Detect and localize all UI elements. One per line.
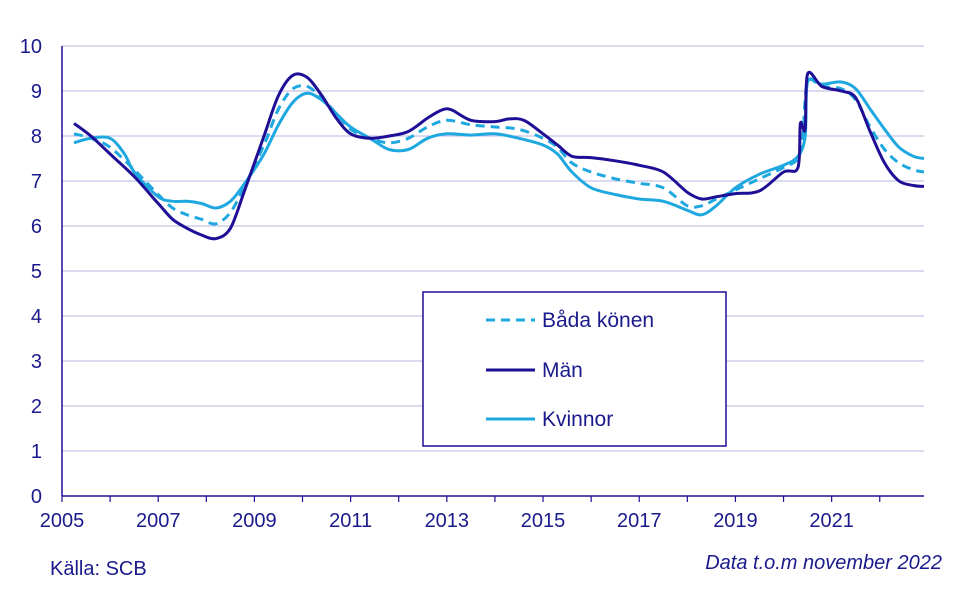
y-tick-label: 3 bbox=[31, 351, 42, 373]
x-tick-label: 2017 bbox=[617, 510, 662, 532]
series-line-2 bbox=[73, 77, 925, 217]
y-tick-label: 5 bbox=[31, 261, 42, 283]
gridlines bbox=[62, 45, 924, 452]
series-lines bbox=[73, 70, 925, 241]
y-tick-label: 9 bbox=[31, 81, 42, 103]
x-tick-label: 2007 bbox=[136, 510, 181, 532]
y-tick-label: 10 bbox=[20, 36, 42, 58]
data-note: Data t.o.m november 2022 bbox=[705, 552, 942, 574]
series-line-0 bbox=[73, 77, 925, 226]
x-tick-label: 2019 bbox=[713, 510, 758, 532]
x-tick-label: 2015 bbox=[521, 510, 566, 532]
legend-label-2: Kvinnor bbox=[542, 408, 613, 431]
y-tick-label: 2 bbox=[31, 396, 42, 418]
y-tick-label: 6 bbox=[31, 216, 42, 238]
legend-box bbox=[422, 291, 727, 447]
legend-label-1: Män bbox=[542, 359, 583, 382]
y-tick-labels: 0 1 2 3 4 5 6 7 8 9 10 bbox=[20, 36, 42, 508]
source-note: Källa: SCB bbox=[50, 558, 147, 580]
series-line-1 bbox=[73, 70, 925, 241]
x-tick-label: 2011 bbox=[329, 510, 372, 532]
x-tick-label: 2013 bbox=[425, 510, 470, 532]
y-tick-label: 0 bbox=[31, 486, 42, 508]
axes bbox=[61, 46, 924, 502]
x-tick-label: 2009 bbox=[232, 510, 277, 532]
legend: Båda könen Män Kvinnor bbox=[422, 291, 727, 447]
x-tick-label: 2021 bbox=[809, 510, 854, 532]
x-tick-labels: 2005 2007 2009 2011 2013 2015 2017 2019 2021 bbox=[40, 510, 854, 532]
y-tick-label: 7 bbox=[31, 171, 42, 193]
y-tick-label: 8 bbox=[31, 126, 42, 148]
legend-label-0: Båda könen bbox=[542, 309, 654, 332]
y-tick-label: 1 bbox=[31, 441, 42, 463]
x-tick-label: 2005 bbox=[40, 510, 85, 532]
y-tick-label: 4 bbox=[31, 306, 42, 328]
